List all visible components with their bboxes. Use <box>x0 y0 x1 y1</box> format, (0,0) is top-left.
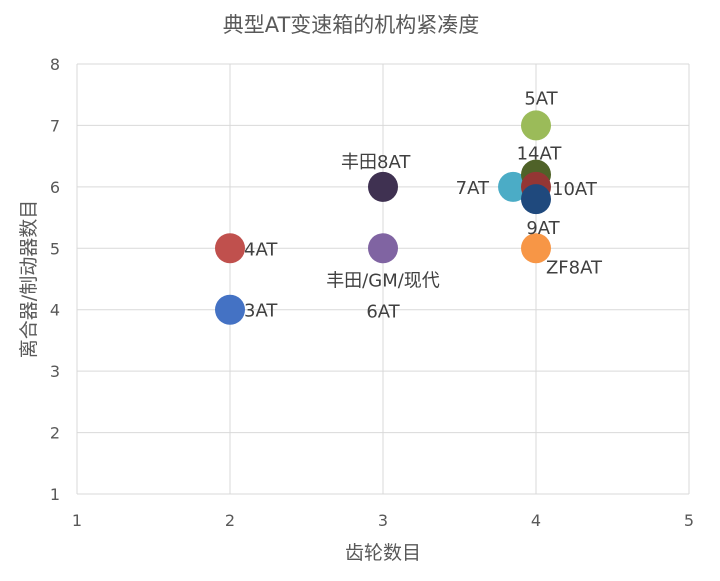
x-tick-label: 1 <box>72 511 82 530</box>
y-tick-label: 7 <box>50 116 60 135</box>
y-axis-title: 离合器/制动器数目 <box>18 200 40 358</box>
chart-title: 典型AT变速箱的机构紧凑度 <box>223 13 480 37</box>
y-tick-label: 1 <box>50 485 60 504</box>
y-tick-label: 2 <box>50 424 60 443</box>
y-tick-label: 6 <box>50 178 60 197</box>
y-tick-label: 8 <box>50 55 60 74</box>
scatter-point <box>521 110 551 141</box>
x-axis-title: 齿轮数目 <box>345 542 421 564</box>
data-label: 7AT <box>456 178 490 199</box>
data-label: 3AT <box>244 301 278 322</box>
x-tick-label: 2 <box>225 511 235 530</box>
x-tick-label: 5 <box>684 511 694 530</box>
x-tick-label: 3 <box>378 511 388 530</box>
data-label: ZF8AT <box>546 257 603 278</box>
data-label: 14AT <box>517 144 563 165</box>
scatter-point <box>368 233 398 264</box>
scatter-point <box>215 233 245 264</box>
data-label-layer: 3AT 4AT 丰田8AT 丰田/GM/现代 6AT 7AT 5AT 14AT 10AT 9AT Z… <box>244 88 603 322</box>
scatter-point <box>368 171 398 202</box>
scatter-point <box>521 233 551 264</box>
scatter-point <box>498 171 529 202</box>
x-tick-label: 4 <box>531 511 541 530</box>
y-tick-label: 3 <box>50 362 60 381</box>
data-label: 5AT <box>524 88 558 109</box>
tick-label-layer: 1 2 3 4 5 6 7 8 1 2 3 4 5 <box>50 55 694 530</box>
data-label: 10AT <box>552 179 598 200</box>
data-label: 4AT <box>244 239 278 260</box>
data-label: 9AT <box>526 218 560 239</box>
y-tick-label: 4 <box>50 301 60 320</box>
data-label: 丰田/GM/现代 6AT <box>326 270 440 322</box>
scatter-point <box>521 184 551 215</box>
scatter-point <box>215 294 245 325</box>
data-label: 丰田8AT <box>341 152 411 173</box>
y-tick-label: 5 <box>50 239 60 258</box>
point-layer <box>215 110 551 325</box>
